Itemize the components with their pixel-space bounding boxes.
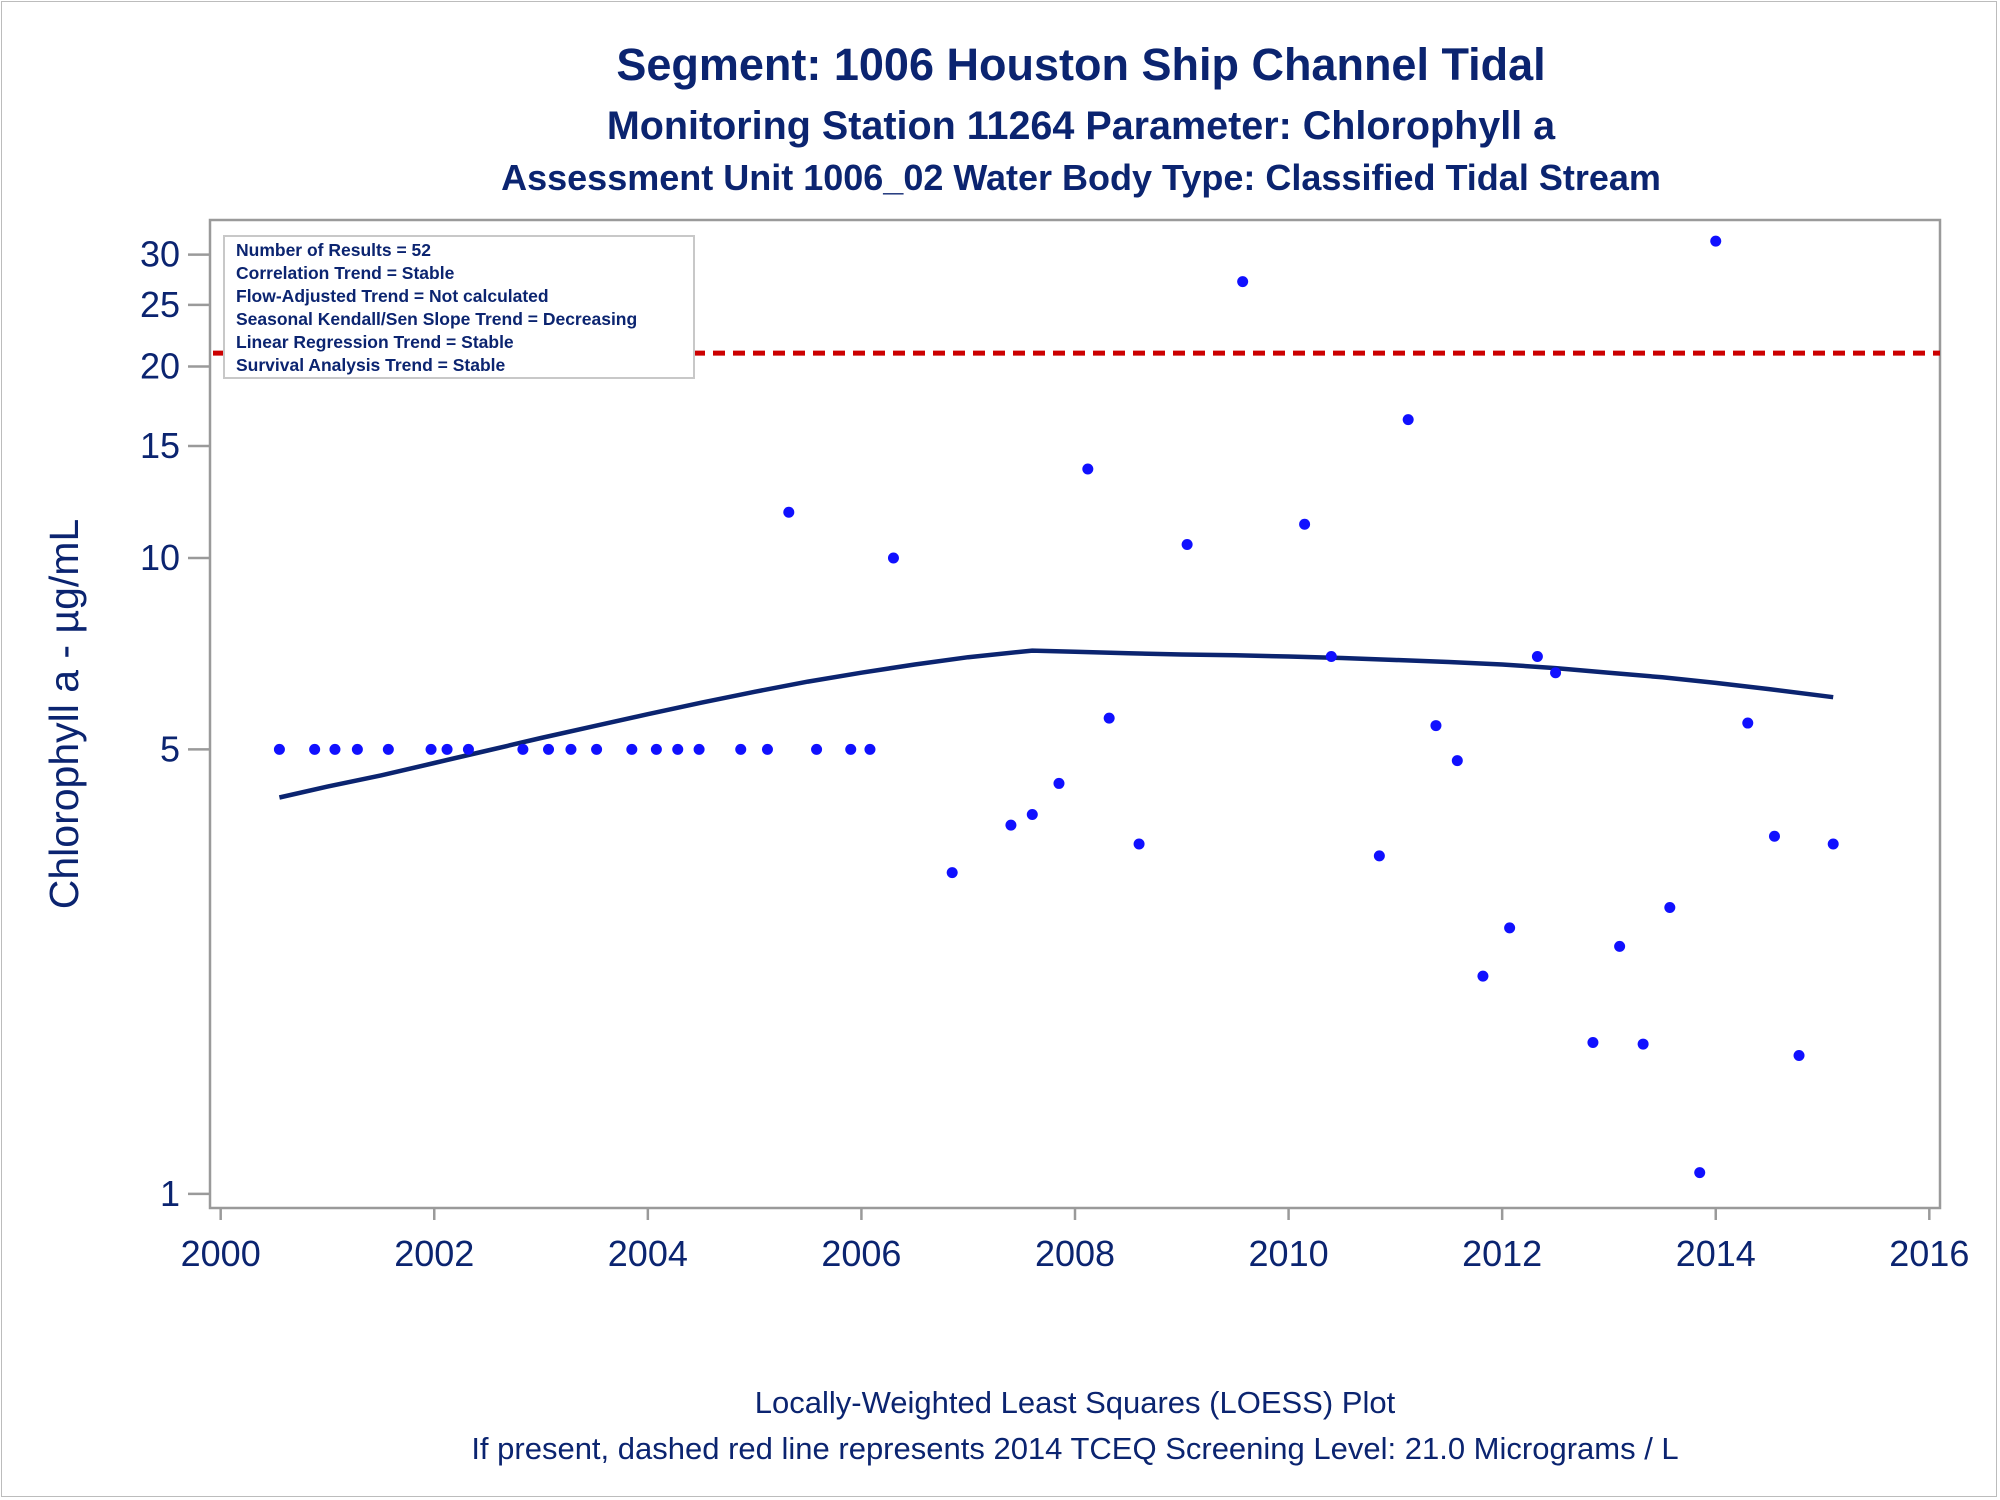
- data-point: [1451, 755, 1463, 767]
- data-point: [543, 743, 555, 755]
- data-point: [1325, 650, 1337, 662]
- data-point: [565, 743, 577, 755]
- data-point: [1768, 830, 1780, 842]
- y-tick-label: 10: [140, 537, 180, 578]
- data-point: [1550, 667, 1562, 679]
- data-point: [783, 506, 795, 518]
- data-point: [309, 743, 321, 755]
- data-point: [462, 743, 474, 755]
- data-point: [1103, 712, 1115, 724]
- data-point: [1430, 720, 1442, 732]
- data-point: [626, 743, 638, 755]
- x-tick-label: 2006: [821, 1233, 901, 1274]
- data-point: [1237, 276, 1249, 288]
- y-tick-label: 25: [140, 284, 180, 325]
- data-point: [946, 867, 958, 879]
- y-tick-label: 30: [140, 234, 180, 275]
- stats-number-of-results: Number of Results = 52: [236, 240, 431, 260]
- data-point: [1637, 1038, 1649, 1050]
- x-axis: 2000 2002 2004 2006 2008 2010 2012 2014 2016: [181, 1208, 1969, 1274]
- x-tick-label: 2008: [1035, 1233, 1115, 1274]
- chart-subtitle-station: Monitoring Station 11264 Parameter: Chlo…: [607, 104, 1556, 148]
- chart-title: Segment: 1006 Houston Ship Channel Tidal: [616, 39, 1545, 90]
- data-point: [1614, 940, 1626, 952]
- data-point: [1694, 1167, 1706, 1179]
- x-tick-label: 2004: [608, 1233, 688, 1274]
- data-point: [672, 743, 684, 755]
- data-points: [273, 235, 1839, 1179]
- data-point: [1531, 650, 1543, 662]
- stats-linear-regression-trend: Linear Regression Trend = Stable: [236, 332, 514, 352]
- data-point: [1133, 838, 1145, 850]
- data-point: [1005, 819, 1017, 831]
- stats-correlation-trend: Correlation Trend = Stable: [236, 263, 455, 283]
- data-point: [329, 743, 341, 755]
- y-tick-label: 15: [140, 425, 180, 466]
- x-tick-label: 2012: [1462, 1233, 1542, 1274]
- data-point: [351, 743, 363, 755]
- data-point: [864, 743, 876, 755]
- footnote-loess: Locally-Weighted Least Squares (LOESS) P…: [755, 1385, 1396, 1420]
- x-tick-label: 2002: [394, 1233, 474, 1274]
- y-tick-label: 20: [140, 346, 180, 387]
- data-point: [591, 743, 603, 755]
- stats-seasonal-kendall-trend: Seasonal Kendall/Sen Slope Trend = Decre…: [236, 309, 637, 329]
- x-tick-label: 2014: [1676, 1233, 1756, 1274]
- loess-curve: [278, 648, 1834, 800]
- data-point: [1477, 970, 1489, 982]
- data-point: [1742, 717, 1754, 729]
- stats-box: [223, 235, 695, 379]
- data-point: [1026, 808, 1038, 820]
- data-point: [1082, 463, 1094, 475]
- chart-subtitle-assessment: Assessment Unit 1006_02 Water Body Type:…: [501, 157, 1661, 198]
- data-point: [650, 743, 662, 755]
- data-point: [693, 743, 705, 755]
- stats-survival-analysis-trend: Survival Analysis Trend = Stable: [236, 355, 506, 375]
- data-point: [1299, 518, 1311, 530]
- data-point: [1181, 538, 1193, 550]
- y-axis-label: Chlorophyll a - µg/mL: [41, 519, 87, 910]
- data-point: [1504, 922, 1516, 934]
- x-tick-label: 2010: [1249, 1233, 1329, 1274]
- data-point: [845, 743, 857, 755]
- data-point: [1710, 235, 1722, 247]
- data-point: [761, 743, 773, 755]
- data-point: [273, 743, 285, 755]
- data-point: [1664, 902, 1676, 914]
- data-point: [1053, 777, 1065, 789]
- y-tick-label: 1: [160, 1173, 180, 1214]
- footnote-screening-level: If present, dashed red line represents 2…: [471, 1431, 1678, 1466]
- y-tick-label: 5: [160, 728, 180, 769]
- stats-flow-adjusted-trend: Flow-Adjusted Trend = Not calculated: [236, 286, 549, 306]
- data-point: [1827, 838, 1839, 850]
- x-tick-label: 2016: [1889, 1233, 1969, 1274]
- data-point: [1793, 1050, 1805, 1062]
- data-point: [425, 743, 437, 755]
- data-point: [1587, 1036, 1599, 1048]
- data-point: [887, 552, 899, 564]
- data-point: [735, 743, 747, 755]
- data-point: [811, 743, 823, 755]
- data-point: [441, 743, 453, 755]
- data-point: [517, 743, 529, 755]
- data-point: [1402, 414, 1414, 426]
- data-point: [1373, 850, 1385, 862]
- data-point: [382, 743, 394, 755]
- x-tick-label: 2000: [181, 1233, 261, 1274]
